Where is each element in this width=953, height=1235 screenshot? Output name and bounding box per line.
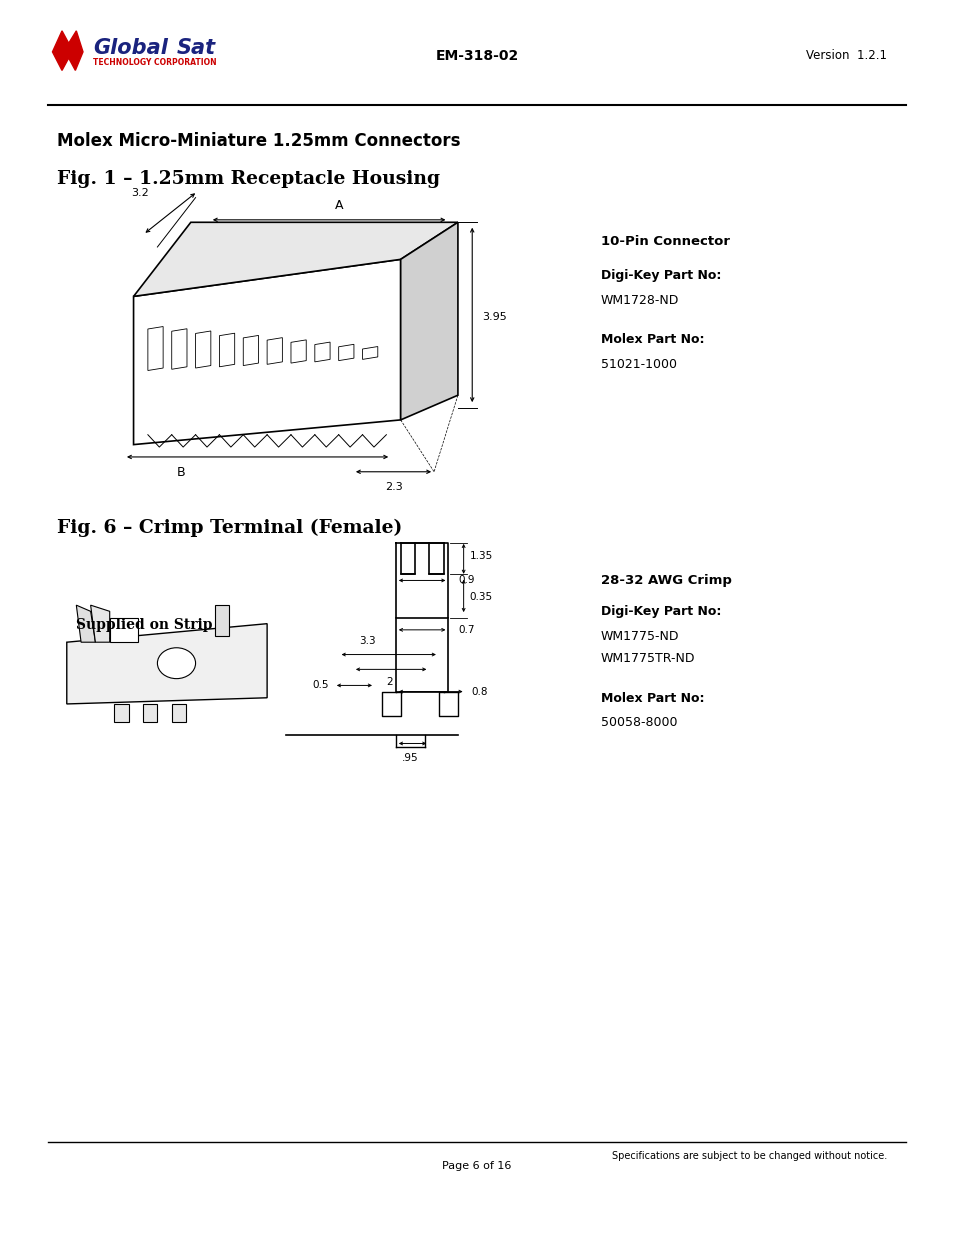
Text: 51021-1000: 51021-1000 <box>600 358 677 372</box>
Text: 1.35: 1.35 <box>469 551 492 561</box>
Polygon shape <box>91 605 110 642</box>
Text: Page 6 of 16: Page 6 of 16 <box>442 1161 511 1171</box>
Text: 0.5: 0.5 <box>313 680 329 690</box>
Polygon shape <box>400 222 457 420</box>
Polygon shape <box>110 618 138 642</box>
Text: A: A <box>335 199 342 212</box>
Ellipse shape <box>157 647 195 679</box>
Text: Fig. 1 – 1.25mm Receptacle Housing: Fig. 1 – 1.25mm Receptacle Housing <box>57 170 440 189</box>
Polygon shape <box>214 605 229 636</box>
Text: Version  1.2.1: Version 1.2.1 <box>805 49 886 62</box>
Text: Molex Part No:: Molex Part No: <box>600 692 703 705</box>
Text: Molex Micro-Miniature 1.25mm Connectors: Molex Micro-Miniature 1.25mm Connectors <box>57 132 460 151</box>
Polygon shape <box>291 340 306 363</box>
Polygon shape <box>338 345 354 361</box>
Text: WM1775TR-ND: WM1775TR-ND <box>600 652 695 666</box>
Text: 2.3: 2.3 <box>385 482 402 492</box>
Text: 28-32 AWG Crimp: 28-32 AWG Crimp <box>600 574 731 588</box>
Text: 10-Pin Connector: 10-Pin Connector <box>600 235 729 248</box>
Text: Specifications are subject to be changed without notice.: Specifications are subject to be changed… <box>611 1151 886 1161</box>
Polygon shape <box>76 605 95 642</box>
Polygon shape <box>314 342 330 362</box>
Text: 3.95: 3.95 <box>481 312 506 322</box>
Polygon shape <box>52 31 83 70</box>
Text: Global: Global <box>93 38 168 58</box>
Text: 0.9: 0.9 <box>457 576 474 585</box>
Text: WM1728-ND: WM1728-ND <box>600 294 679 308</box>
Text: 2: 2 <box>386 677 392 687</box>
Polygon shape <box>362 347 377 359</box>
Text: 3.2: 3.2 <box>131 188 149 198</box>
Polygon shape <box>133 259 400 445</box>
Text: EM-318-02: EM-318-02 <box>435 48 518 63</box>
Polygon shape <box>133 222 457 296</box>
Text: Sat: Sat <box>176 38 215 58</box>
Text: 0.35: 0.35 <box>469 592 492 601</box>
Text: Fig. 6 – Crimp Terminal (Female): Fig. 6 – Crimp Terminal (Female) <box>57 519 402 537</box>
Polygon shape <box>114 704 129 722</box>
Polygon shape <box>172 704 186 722</box>
Text: WM1775-ND: WM1775-ND <box>600 630 679 643</box>
Polygon shape <box>143 704 157 722</box>
Text: 0.8: 0.8 <box>471 687 487 697</box>
Polygon shape <box>148 326 163 370</box>
Text: B: B <box>176 466 186 479</box>
Text: 0.7: 0.7 <box>457 625 474 635</box>
Text: Supplied on Strip: Supplied on Strip <box>76 618 213 631</box>
Polygon shape <box>195 331 211 368</box>
Text: Digi-Key Part No:: Digi-Key Part No: <box>600 269 720 283</box>
Polygon shape <box>67 624 267 704</box>
Text: .95: .95 <box>401 753 418 763</box>
Text: Molex Part No:: Molex Part No: <box>600 333 703 347</box>
Polygon shape <box>267 337 282 364</box>
Polygon shape <box>172 329 187 369</box>
Text: TECHNOLOGY CORPORATION: TECHNOLOGY CORPORATION <box>93 58 217 68</box>
Polygon shape <box>219 333 234 367</box>
Text: Digi-Key Part No:: Digi-Key Part No: <box>600 605 720 619</box>
Text: 50058-8000: 50058-8000 <box>600 716 677 730</box>
Polygon shape <box>243 336 258 366</box>
Text: 3.3: 3.3 <box>358 636 375 646</box>
